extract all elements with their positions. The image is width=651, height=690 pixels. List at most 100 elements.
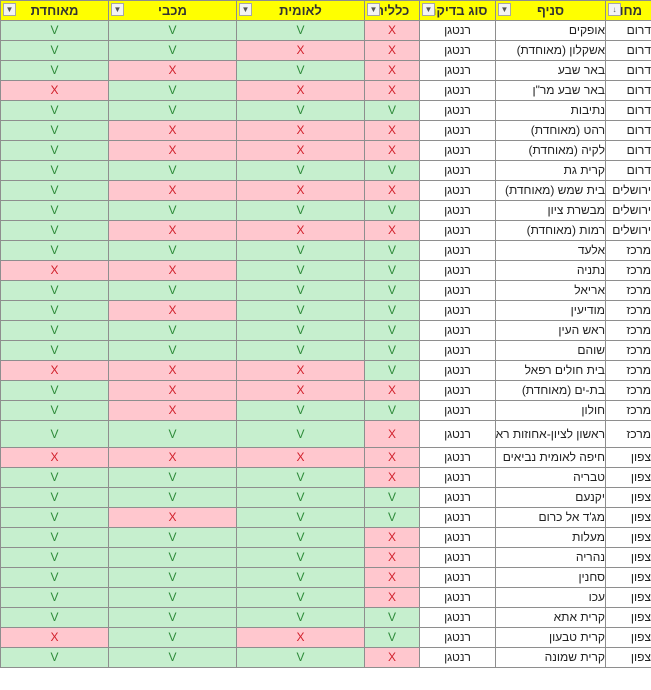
branch-cell[interactable]: רהט (מאוחדת) (495, 120, 606, 141)
col-header-general[interactable]: כללית ▼ (364, 0, 420, 21)
leumit-status-cell[interactable]: X (236, 180, 365, 201)
district-cell[interactable]: דרום (605, 120, 651, 141)
maccabi-status-cell[interactable]: X (108, 360, 237, 381)
general-status-cell[interactable]: X (364, 467, 420, 488)
maccabi-status-cell[interactable]: V (108, 607, 237, 628)
general-status-cell[interactable]: X (364, 40, 420, 61)
general-status-cell[interactable]: X (364, 20, 420, 41)
general-status-cell[interactable]: X (364, 447, 420, 468)
district-cell[interactable]: ירושלים (605, 200, 651, 221)
col-header-district[interactable]: מחוז ↓ (605, 0, 651, 21)
test-type-cell[interactable]: רנטגן (419, 607, 496, 628)
maccabi-status-cell[interactable]: V (108, 587, 237, 608)
meuhedet-status-cell[interactable]: V (0, 100, 109, 121)
meuhedet-status-cell[interactable]: V (0, 340, 109, 361)
col-header-test-type[interactable]: סוג בדיקה ▼ (419, 0, 496, 21)
meuhedet-status-cell[interactable]: X (0, 627, 109, 648)
test-type-cell[interactable]: רנטגן (419, 647, 496, 668)
general-status-cell[interactable]: V (364, 200, 420, 221)
test-type-cell[interactable]: רנטגן (419, 180, 496, 201)
meuhedet-status-cell[interactable]: V (0, 587, 109, 608)
leumit-status-cell[interactable]: V (236, 300, 365, 321)
maccabi-status-cell[interactable]: X (108, 507, 237, 528)
maccabi-status-cell[interactable]: X (108, 220, 237, 241)
meuhedet-status-cell[interactable]: V (0, 120, 109, 141)
test-type-cell[interactable]: רנטגן (419, 280, 496, 301)
col-header-branch[interactable]: סניף ▼ (495, 0, 606, 21)
branch-cell[interactable]: נתניה (495, 260, 606, 281)
maccabi-status-cell[interactable]: V (108, 100, 237, 121)
district-cell[interactable]: דרום (605, 80, 651, 101)
leumit-status-cell[interactable]: V (236, 587, 365, 608)
district-cell[interactable]: צפון (605, 567, 651, 588)
general-status-cell[interactable]: V (364, 340, 420, 361)
branch-cell[interactable]: אופקים (495, 20, 606, 41)
general-status-cell[interactable]: V (364, 487, 420, 508)
district-cell[interactable]: מרכז (605, 280, 651, 301)
maccabi-status-cell[interactable]: V (108, 547, 237, 568)
leumit-status-cell[interactable]: V (236, 487, 365, 508)
meuhedet-status-cell[interactable]: V (0, 527, 109, 548)
test-type-cell[interactable]: רנטגן (419, 20, 496, 41)
test-type-cell[interactable]: רנטגן (419, 380, 496, 401)
test-type-cell[interactable]: רנטגן (419, 80, 496, 101)
meuhedet-status-cell[interactable]: V (0, 140, 109, 161)
district-cell[interactable]: צפון (605, 507, 651, 528)
test-type-cell[interactable]: רנטגן (419, 60, 496, 81)
general-status-cell[interactable]: X (364, 587, 420, 608)
maccabi-status-cell[interactable]: X (108, 400, 237, 421)
leumit-status-cell[interactable]: V (236, 280, 365, 301)
branch-cell[interactable]: מג'ד אל כרום (495, 507, 606, 528)
meuhedet-status-cell[interactable]: V (0, 380, 109, 401)
test-type-cell[interactable]: רנטגן (419, 487, 496, 508)
meuhedet-status-cell[interactable]: V (0, 487, 109, 508)
leumit-status-cell[interactable]: X (236, 220, 365, 241)
meuhedet-status-cell[interactable]: V (0, 420, 109, 448)
test-type-cell[interactable]: רנטגן (419, 40, 496, 61)
branch-cell[interactable]: חולון (495, 400, 606, 421)
branch-cell[interactable]: שוהם (495, 340, 606, 361)
maccabi-status-cell[interactable]: X (108, 300, 237, 321)
district-cell[interactable]: מרכז (605, 400, 651, 421)
maccabi-status-cell[interactable]: V (108, 467, 237, 488)
maccabi-status-cell[interactable]: V (108, 160, 237, 181)
meuhedet-status-cell[interactable]: V (0, 507, 109, 528)
branch-cell[interactable]: אלעד (495, 240, 606, 261)
test-type-cell[interactable]: רנטגן (419, 587, 496, 608)
leumit-status-cell[interactable]: X (236, 447, 365, 468)
leumit-status-cell[interactable]: X (236, 40, 365, 61)
meuhedet-status-cell[interactable]: V (0, 240, 109, 261)
branch-cell[interactable]: בית חולים רפאל (495, 360, 606, 381)
leumit-status-cell[interactable]: V (236, 160, 365, 181)
meuhedet-status-cell[interactable]: V (0, 200, 109, 221)
district-cell[interactable]: מרכז (605, 380, 651, 401)
general-status-cell[interactable]: V (364, 360, 420, 381)
maccabi-status-cell[interactable]: V (108, 80, 237, 101)
district-cell[interactable]: צפון (605, 607, 651, 628)
leumit-status-cell[interactable]: V (236, 607, 365, 628)
branch-cell[interactable]: לקיה (מאוחדת) (495, 140, 606, 161)
maccabi-status-cell[interactable]: X (108, 120, 237, 141)
branch-cell[interactable]: טבריה (495, 467, 606, 488)
general-status-cell[interactable]: V (364, 300, 420, 321)
maccabi-status-cell[interactable]: X (108, 447, 237, 468)
meuhedet-status-cell[interactable]: V (0, 40, 109, 61)
branch-cell[interactable]: נתיבות (495, 100, 606, 121)
test-type-cell[interactable]: רנטגן (419, 260, 496, 281)
meuhedet-status-cell[interactable]: V (0, 160, 109, 181)
maccabi-status-cell[interactable]: V (108, 200, 237, 221)
general-status-cell[interactable]: X (364, 140, 420, 161)
leumit-status-cell[interactable]: V (236, 400, 365, 421)
district-cell[interactable]: צפון (605, 627, 651, 648)
general-status-cell[interactable]: V (364, 280, 420, 301)
general-status-cell[interactable]: V (364, 260, 420, 281)
test-type-cell[interactable]: רנטגן (419, 447, 496, 468)
maccabi-status-cell[interactable]: X (108, 180, 237, 201)
maccabi-status-cell[interactable]: X (108, 260, 237, 281)
leumit-status-cell[interactable]: X (236, 627, 365, 648)
district-cell[interactable]: מרכז (605, 260, 651, 281)
general-status-cell[interactable]: V (364, 240, 420, 261)
filter-dropdown-icon[interactable]: ▼ (3, 3, 16, 16)
maccabi-status-cell[interactable]: X (108, 140, 237, 161)
branch-cell[interactable]: מודיעין (495, 300, 606, 321)
